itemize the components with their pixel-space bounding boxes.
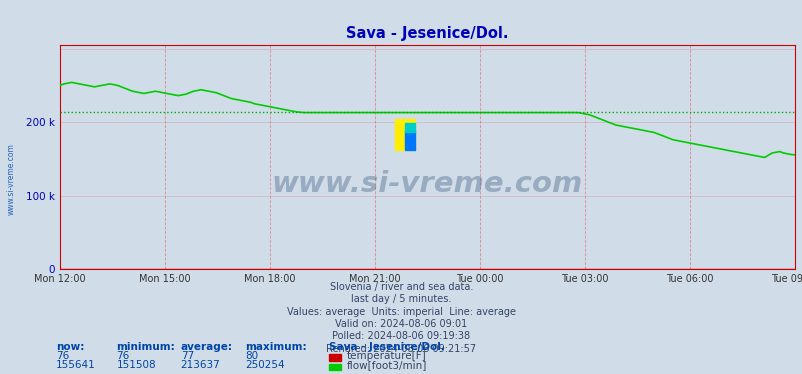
Text: Slovenia / river and sea data.: Slovenia / river and sea data. [330, 282, 472, 292]
Text: temperature[F]: temperature[F] [346, 351, 426, 361]
Text: Rendred: 2024-08-06 09:21:57: Rendred: 2024-08-06 09:21:57 [326, 344, 476, 353]
Text: www.si-vreme.com: www.si-vreme.com [6, 144, 15, 215]
Title: Sava - Jesenice/Dol.: Sava - Jesenice/Dol. [346, 26, 508, 41]
Text: 250254: 250254 [245, 361, 284, 370]
Bar [394, 119, 415, 150]
Text: maximum:: maximum: [245, 342, 306, 352]
Text: minimum:: minimum: [116, 342, 175, 352]
Text: now:: now: [56, 342, 84, 352]
Text: 76: 76 [56, 351, 70, 361]
Text: average:: average: [180, 342, 233, 352]
Text: 155641: 155641 [56, 361, 96, 370]
Text: 80: 80 [245, 351, 257, 361]
Text: 76: 76 [116, 351, 130, 361]
Bar [404, 130, 415, 150]
Text: www.si-vreme.com: www.si-vreme.com [272, 170, 582, 198]
Text: Sava - Jesenice/Dol.: Sava - Jesenice/Dol. [329, 342, 444, 352]
Text: 77: 77 [180, 351, 194, 361]
Text: Values: average  Units: imperial  Line: average: Values: average Units: imperial Line: av… [286, 307, 516, 316]
Text: 151508: 151508 [116, 361, 156, 370]
Text: 213637: 213637 [180, 361, 221, 370]
Text: Polled: 2024-08-06 09:19:38: Polled: 2024-08-06 09:19:38 [332, 331, 470, 341]
Bar [404, 123, 415, 132]
Text: Valid on: 2024-08-06 09:01: Valid on: 2024-08-06 09:01 [335, 319, 467, 329]
Text: flow[foot3/min]: flow[foot3/min] [346, 361, 427, 370]
Text: last day / 5 minutes.: last day / 5 minutes. [351, 294, 451, 304]
